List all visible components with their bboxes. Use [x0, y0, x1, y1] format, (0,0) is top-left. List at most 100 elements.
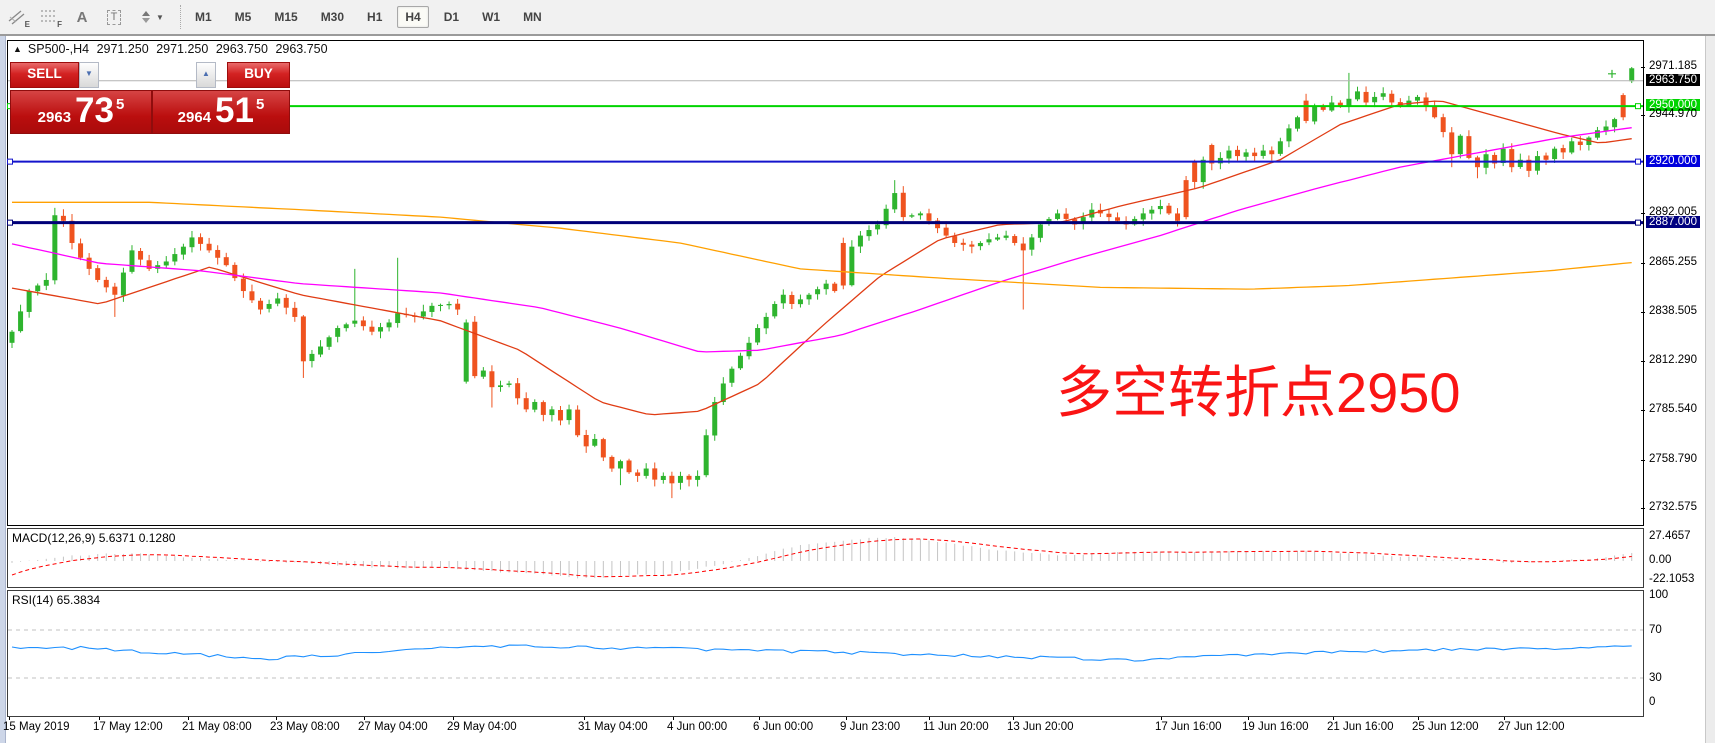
- candle-body: [138, 250, 144, 260]
- candle-body: [300, 316, 306, 362]
- sell-button[interactable]: SELL: [10, 62, 79, 88]
- time-axis-tick: [188, 717, 189, 720]
- equidistant-channel-icon[interactable]: E: [4, 4, 32, 30]
- chart-annotation-text[interactable]: 多空转折点2950: [1056, 361, 1461, 424]
- candle-body: [1175, 213, 1181, 221]
- time-axis-tick: [673, 717, 674, 720]
- price-axis-badge: 2963.750: [1646, 73, 1700, 86]
- candle-body: [592, 438, 598, 446]
- candle-body: [1526, 159, 1532, 171]
- dropdown-caret-icon[interactable]: ▼: [156, 12, 164, 22]
- candle-body: [1166, 205, 1172, 214]
- candle-body: [986, 239, 992, 243]
- time-axis-tick: [1248, 717, 1249, 720]
- time-axis-tick: [364, 717, 365, 720]
- hline-handle: [7, 158, 13, 165]
- candle-body: [78, 243, 84, 258]
- volume-decrease-button[interactable]: ▼: [79, 62, 99, 88]
- ma_magenta-line: [11, 127, 1632, 353]
- candle-body: [489, 371, 495, 388]
- buy-button[interactable]: BUY: [227, 62, 290, 88]
- candle-body: [806, 294, 812, 300]
- collapse-arrow-icon[interactable]: ▲: [13, 44, 22, 54]
- price-axis-label: 2785.540: [1649, 403, 1697, 416]
- time-axis-label: 17 Jun 16:00: [1155, 721, 1222, 733]
- tf-button-D1[interactable]: D1: [443, 10, 460, 24]
- candle-body: [1012, 236, 1018, 243]
- tf-button-H1[interactable]: H1: [367, 10, 383, 24]
- candle-body: [849, 246, 855, 286]
- ohlc-high: 2971.250: [156, 42, 209, 56]
- candle-body: [318, 346, 324, 355]
- candle-body: [1560, 148, 1566, 153]
- candle-body: [1243, 152, 1249, 157]
- candle-body: [755, 328, 761, 343]
- candle-body: [52, 215, 58, 281]
- buy-price-big: 51: [215, 91, 254, 130]
- axis-tick: [1641, 115, 1645, 117]
- candle-body: [1586, 137, 1592, 145]
- toolbar-separator: [180, 5, 181, 29]
- tf-button-MN[interactable]: MN: [523, 10, 542, 24]
- sell-price-box[interactable]: 2963 73 5: [10, 90, 152, 134]
- volume-increase-button[interactable]: ▲: [196, 62, 216, 88]
- candle-body: [909, 215, 915, 217]
- candle-body: [883, 208, 889, 226]
- candle-body: [129, 250, 135, 272]
- candle-body: [669, 475, 675, 484]
- candle-body: [1295, 117, 1300, 129]
- time-axis-label: 9 Jun 23:00: [840, 721, 901, 733]
- time-axis-label: 15 May 2019: [3, 721, 70, 733]
- candle-body: [472, 321, 478, 377]
- candle-body: [935, 220, 941, 229]
- macd-pane[interactable]: [7, 528, 1644, 588]
- text-label-icon[interactable]: A: [76, 8, 88, 26]
- rsi-pane[interactable]: [7, 590, 1644, 717]
- right-scroll-strip[interactable]: [1705, 36, 1715, 743]
- rsi-axis-label: 100: [1649, 589, 1669, 601]
- price-axis-label: 2892.005: [1649, 206, 1697, 219]
- ma_red-line: [11, 100, 1632, 416]
- tf-button-M30[interactable]: M30: [320, 10, 345, 24]
- main-chart[interactable]: [7, 40, 1644, 526]
- candle-body: [1594, 130, 1600, 138]
- price-axis-label: 2812.290: [1649, 353, 1697, 366]
- candle-body: [857, 235, 863, 247]
- candle-body: [292, 307, 298, 317]
- arrows-icon[interactable]: ▼: [132, 4, 170, 30]
- time-axis-label: 27 Jun 12:00: [1498, 721, 1565, 733]
- candle-body: [266, 303, 272, 309]
- buy-price-box[interactable]: 2964 51 5: [152, 90, 290, 134]
- candle-body: [617, 461, 623, 469]
- candle-body: [189, 237, 195, 248]
- candle-body: [892, 193, 898, 210]
- candle-body: [695, 475, 701, 480]
- axis-tick: [1641, 410, 1645, 412]
- candle-body: [438, 304, 443, 306]
- text-box-icon[interactable]: T: [100, 4, 128, 30]
- time-axis-label: 29 May 04:00: [447, 721, 517, 733]
- tf-button-M5[interactable]: M5: [234, 10, 252, 24]
- price-axis-label: 2758.790: [1649, 452, 1697, 465]
- toolbar: E F A T ▼ M1 M5 M15 M30 H1 H4 D1 W1 MN: [0, 0, 1715, 36]
- candle-body: [1157, 206, 1163, 210]
- candle-body: [1200, 159, 1206, 183]
- candle-body: [737, 355, 743, 369]
- price-axis-badge: 2887.000: [1646, 215, 1700, 228]
- tf-button-H4[interactable]: H4: [397, 6, 429, 28]
- time-axis-label: 25 Jun 12:00: [1412, 721, 1479, 733]
- macd-label: MACD(12,26,9) 5.6371 0.1280: [12, 531, 176, 545]
- candle-body: [1629, 68, 1635, 82]
- candle-body: [549, 409, 555, 416]
- macd-axis-label: -22.1053: [1649, 573, 1695, 586]
- candle-body: [429, 305, 435, 312]
- tf-button-M1[interactable]: M1: [195, 10, 212, 24]
- tf-button-W1[interactable]: W1: [482, 10, 501, 24]
- time-axis: 15 May 2019 17 May 12:00 21 May 08:00 23 Ma…: [0, 717, 1715, 741]
- candle-body: [1603, 126, 1609, 131]
- candle-body: [677, 475, 683, 483]
- fibonacci-icon[interactable]: F: [41, 10, 62, 29]
- candle-body: [635, 472, 641, 476]
- candle-body: [1500, 148, 1506, 164]
- tf-button-M15[interactable]: M15: [274, 10, 298, 24]
